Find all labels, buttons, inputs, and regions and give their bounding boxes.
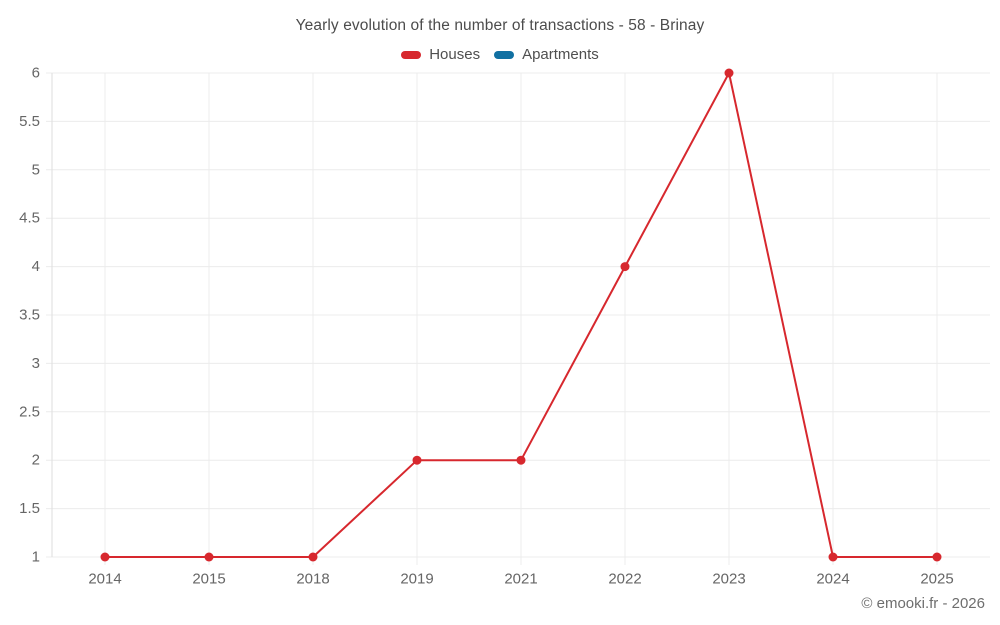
y-axis-tick-label: 5.5 — [19, 113, 40, 130]
legend-label: Apartments — [522, 46, 599, 63]
x-axis-tick-label: 2025 — [920, 571, 953, 588]
legend-item-houses[interactable]: Houses — [401, 46, 480, 63]
y-axis-tick-label: 5 — [32, 161, 40, 178]
x-axis-tick-label: 2021 — [504, 571, 537, 588]
data-point-houses-2024[interactable] — [828, 552, 838, 562]
x-axis-tick-label: 2015 — [192, 571, 225, 588]
legend-item-apartments[interactable]: Apartments — [494, 46, 599, 63]
chart-legend: Houses Apartments — [0, 46, 1000, 63]
y-axis-tick-label: 3 — [32, 355, 40, 372]
chart-title: Yearly evolution of the number of transa… — [295, 17, 705, 34]
x-axis-tick-label: 2018 — [296, 571, 329, 588]
data-point-houses-2025[interactable] — [932, 552, 942, 562]
y-axis-tick-label: 1.5 — [19, 500, 40, 517]
x-axis-tick-label: 2019 — [400, 571, 433, 588]
data-point-houses-2021[interactable] — [516, 455, 526, 465]
y-axis-tick-label: 1 — [32, 549, 40, 566]
data-point-houses-2015[interactable] — [204, 552, 214, 562]
x-axis-tick-label: 2022 — [608, 571, 641, 588]
data-point-houses-2019[interactable] — [412, 455, 422, 465]
data-point-houses-2018[interactable] — [308, 552, 318, 562]
data-point-houses-2023[interactable] — [724, 68, 734, 78]
x-axis-tick-label: 2014 — [88, 571, 121, 588]
watermark-credit: © emooki.fr - 2026 — [861, 595, 985, 612]
y-axis-tick-label: 4.5 — [19, 210, 40, 227]
y-axis-tick-label: 4 — [32, 258, 40, 275]
data-point-houses-2014[interactable] — [100, 552, 110, 562]
legend-swatch-apartments — [494, 50, 515, 59]
legend-swatch-houses — [401, 50, 422, 59]
x-axis-tick-label: 2023 — [712, 571, 745, 588]
y-axis-tick-label: 3.5 — [19, 307, 40, 324]
y-axis-tick-label: 6 — [32, 65, 40, 82]
data-point-houses-2022[interactable] — [620, 262, 630, 272]
x-axis-tick-label: 2024 — [816, 571, 849, 588]
y-axis-tick-label: 2 — [32, 452, 40, 469]
y-axis-tick-label: 2.5 — [19, 403, 40, 420]
legend-label: Houses — [429, 46, 481, 63]
